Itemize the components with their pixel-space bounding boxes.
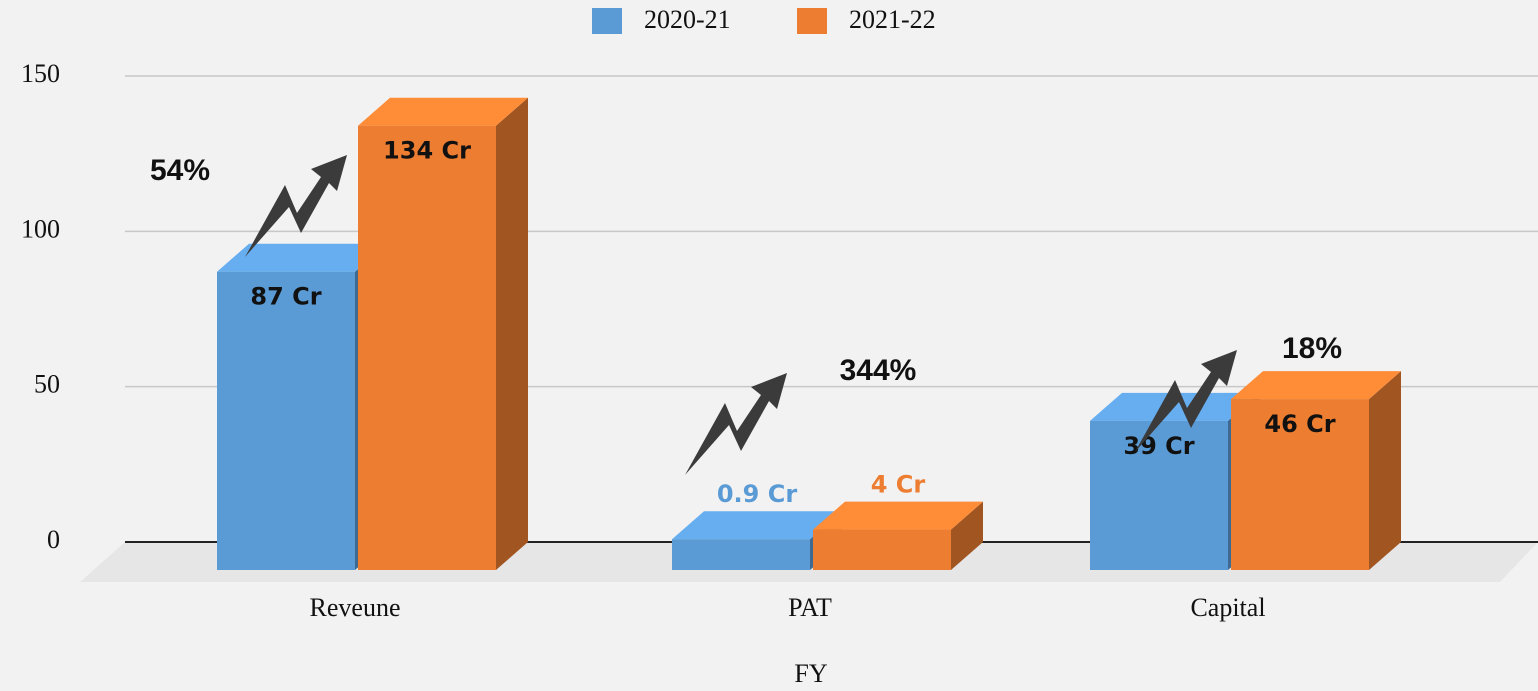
bar-front: [217, 271, 355, 570]
bar-front: [1231, 399, 1369, 570]
growth-arrow: [1135, 350, 1237, 452]
growth-arrow: [245, 155, 347, 257]
bar-top: [813, 501, 983, 530]
y-tick-label: 50: [34, 370, 60, 399]
y-tick-label: 100: [21, 214, 60, 243]
legend-swatch: [797, 8, 827, 34]
bar-side: [951, 501, 983, 570]
bar-front: [813, 529, 951, 570]
bar: [358, 97, 528, 570]
bar: [1231, 371, 1401, 570]
bar-top: [358, 97, 528, 126]
bar-front: [672, 539, 810, 570]
bar-top: [1231, 371, 1401, 400]
legend-label: 2020-21: [644, 5, 731, 34]
bar-top: [1090, 392, 1260, 421]
annotation: 18%: [1282, 332, 1342, 365]
bar-side: [496, 97, 528, 570]
bar: [813, 501, 983, 570]
x-axis-label: FY: [794, 659, 827, 688]
growth-arrow: [685, 373, 787, 475]
y-tick-label: 150: [21, 59, 60, 88]
legend-label: 2021-22: [849, 5, 936, 34]
value-label: 87 Cr: [250, 283, 321, 311]
bar-front: [1090, 420, 1228, 570]
annotation: 54%: [150, 154, 210, 187]
bar-side: [1369, 371, 1401, 570]
y-tick-label: 0: [47, 525, 60, 554]
value-label: 4 Cr: [871, 471, 926, 499]
bar-front: [358, 125, 496, 570]
annotation: 344%: [840, 354, 917, 387]
value-label: 46 Cr: [1264, 410, 1335, 438]
x-tick-label: Reveune: [310, 593, 401, 622]
x-tick-label: Capital: [1190, 593, 1265, 622]
value-label: 0.9 Cr: [717, 480, 797, 508]
x-tick-label: PAT: [788, 593, 832, 622]
value-label: 39 Cr: [1123, 432, 1194, 460]
bar-top: [672, 511, 842, 540]
value-label: 134 Cr: [383, 137, 471, 165]
bar-top: [217, 243, 387, 272]
legend-swatch: [592, 8, 622, 34]
